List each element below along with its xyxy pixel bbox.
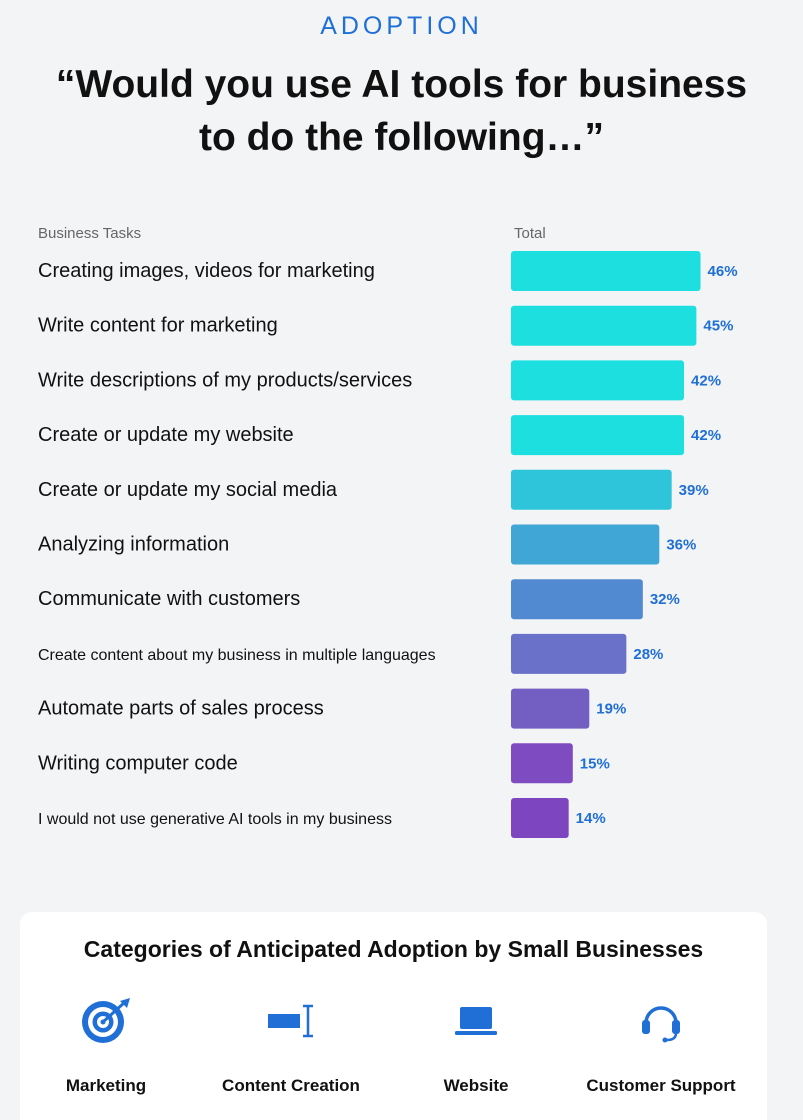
category-label: Create content about my business in mult…: [38, 647, 436, 664]
value-label: 46%: [708, 263, 738, 280]
category-label: Communicate with customers: [38, 588, 300, 610]
category-column-header: Business Tasks: [38, 225, 141, 242]
value-label: 45%: [703, 318, 733, 335]
bar: [511, 251, 701, 291]
category-label: Marketing: [65, 1076, 147, 1095]
category-label: Analyzing information: [38, 534, 229, 556]
adoption-bar-chart: Business Tasks Total Creating images, vide…: [0, 215, 803, 855]
category-label: Content Creation: [222, 1076, 360, 1095]
headset-icon: [571, 996, 751, 1046]
title-line-2: to do the following…”: [198, 116, 605, 159]
category-label: Write descriptions of my products/servic…: [38, 369, 412, 391]
value-label: 15%: [580, 755, 610, 772]
category-website: Website: [386, 996, 566, 1096]
category-label: Automate parts of sales process: [38, 698, 324, 720]
category-label: Writing computer code: [38, 752, 238, 774]
bar: [511, 360, 685, 401]
chart-svg: Business Tasks Total Creating images, vide…: [38, 225, 738, 838]
value-label: 36%: [666, 537, 696, 554]
category-label: I would not use generative AI tools in m…: [38, 811, 392, 828]
value-label: 14%: [576, 810, 606, 827]
value-label: 39%: [679, 482, 709, 499]
categories-title: Categories of Anticipated Adoption by Sm…: [83, 936, 704, 962]
bar: [511, 688, 590, 729]
text-cursor-icon: [201, 996, 381, 1046]
category-label: Write content for marketing: [38, 315, 278, 337]
category-label: Customer Support: [586, 1076, 736, 1095]
bar: [511, 469, 672, 510]
bar: [511, 305, 697, 346]
value-label: 42%: [691, 372, 721, 389]
category-marketing: Marketing: [16, 996, 196, 1096]
title-line-1: “Would you use AI tools for business: [55, 63, 748, 106]
page-title: “Would you use AI tools for business to …: [0, 58, 803, 164]
category-label: Create or update my social media: [38, 479, 338, 501]
target-icon: [16, 996, 196, 1046]
category-customer-support: Customer Support: [571, 996, 751, 1096]
laptop-icon: [386, 996, 566, 1046]
bar: [511, 743, 573, 784]
category-label: Website: [443, 1076, 509, 1095]
bar: [511, 579, 643, 620]
bar: [511, 798, 569, 838]
bar: [511, 633, 627, 674]
bar: [511, 524, 660, 565]
categories-panel: Categories of Anticipated Adoption by Sm…: [20, 912, 767, 1120]
value-label: 28%: [633, 646, 663, 663]
bar: [511, 415, 685, 456]
value-label: 19%: [596, 701, 626, 718]
category-content-creation: Content Creation: [201, 996, 381, 1096]
value-column-header: Total: [514, 225, 546, 242]
category-label: Create or update my website: [38, 424, 294, 446]
category-label: Creating images, videos for marketing: [38, 260, 375, 282]
value-label: 42%: [691, 427, 721, 444]
value-label: 32%: [650, 591, 680, 608]
section-eyebrow: ADOPTION: [320, 12, 483, 40]
